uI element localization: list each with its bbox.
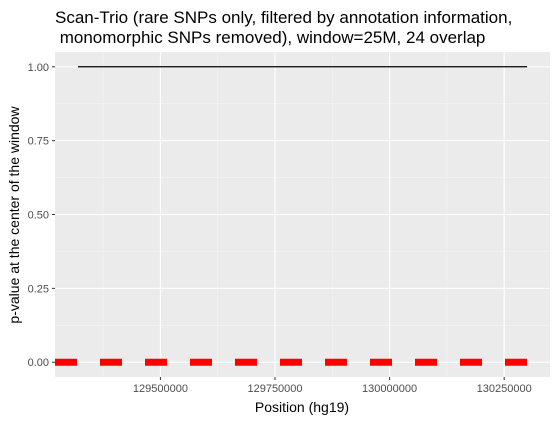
chart-title-line-1: Scan-Trio (rare SNPs only, filtered by a… (55, 8, 512, 27)
y-axis-title: p-value at the center of the window (6, 106, 22, 324)
y-tick-label: 0.50 (28, 210, 49, 222)
y-tick-label: 0.75 (28, 136, 49, 148)
x-tick-label: 129500000 (133, 383, 188, 395)
x-axis: 129500000 129750000 130000000 130250000 (133, 377, 532, 395)
y-tick-label: 1.00 (28, 62, 49, 74)
x-tick-label: 129750000 (247, 383, 302, 395)
y-tick-label: 0.25 (28, 283, 49, 295)
x-tick-label: 130250000 (477, 383, 532, 395)
x-tick-label: 130000000 (362, 383, 417, 395)
grid-layer (55, 52, 550, 377)
series-layer (55, 66, 528, 366)
y-tick-label: 0.00 (28, 357, 49, 369)
x-axis-title: Position (hg19) (255, 399, 349, 415)
chart-title-line-2: monomorphic SNPs removed), window=25M, 2… (55, 28, 485, 47)
y-axis: 0.00 0.25 0.50 0.75 1.00 (28, 62, 55, 369)
